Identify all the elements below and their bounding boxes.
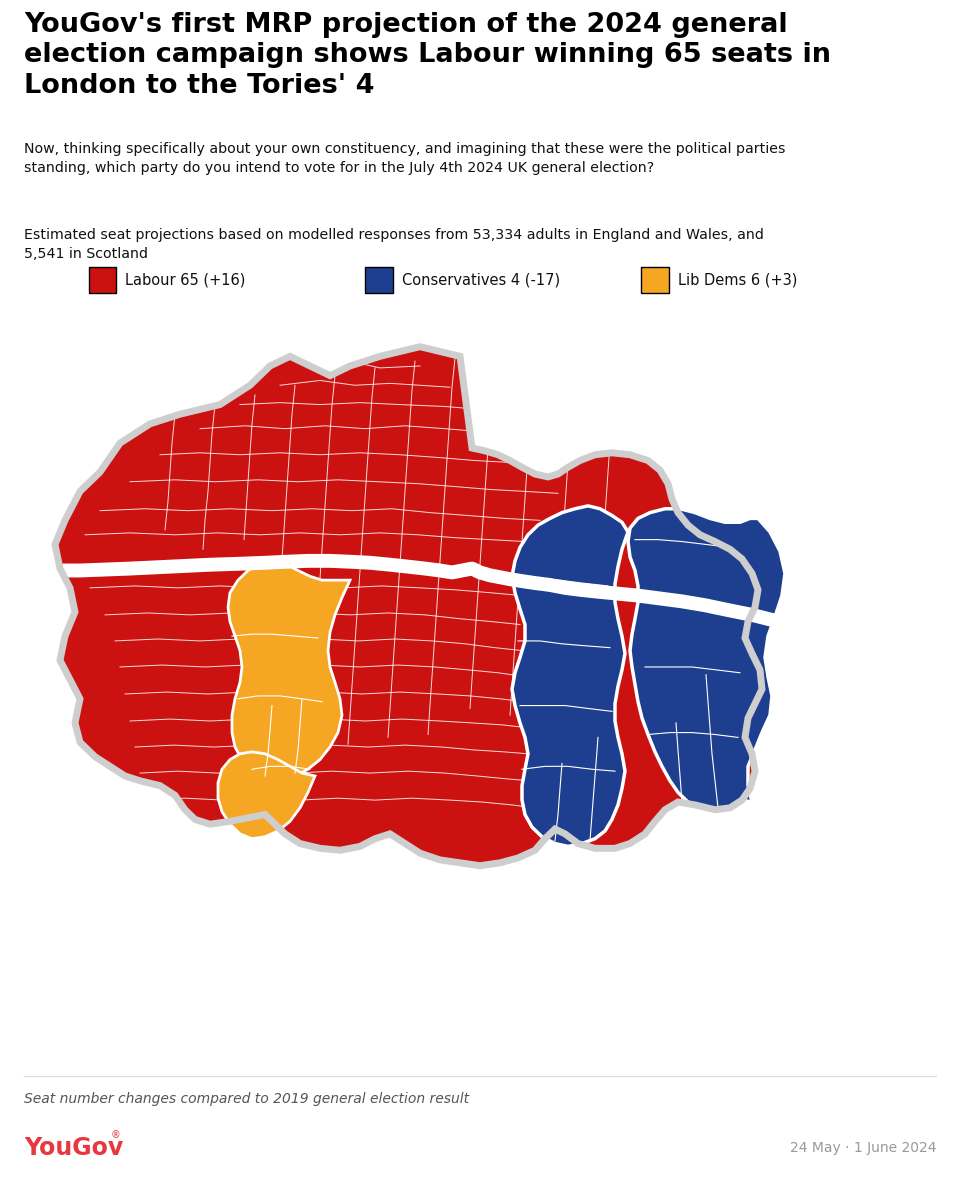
Polygon shape [228,561,350,779]
Text: 24 May · 1 June 2024: 24 May · 1 June 2024 [789,1141,936,1154]
FancyBboxPatch shape [365,267,393,293]
Text: Conservatives 4 (-17): Conservatives 4 (-17) [402,273,560,288]
Text: YouGov: YouGov [24,1135,123,1160]
Polygon shape [512,506,628,846]
FancyBboxPatch shape [88,267,116,293]
Text: Labour 65 (+16): Labour 65 (+16) [126,273,246,288]
Polygon shape [218,751,315,839]
Text: Lib Dems 6 (+3): Lib Dems 6 (+3) [679,273,798,288]
Polygon shape [55,347,762,866]
Text: Estimated seat projections based on modelled responses from 53,334 adults in Eng: Estimated seat projections based on mode… [24,228,764,261]
Text: Seat number changes compared to 2019 general election result: Seat number changes compared to 2019 gen… [24,1091,469,1106]
Text: YouGov's first MRP projection of the 2024 general
election campaign shows Labour: YouGov's first MRP projection of the 202… [24,12,831,98]
FancyBboxPatch shape [641,267,669,293]
Text: Now, thinking specifically about your own constituency, and imagining that these: Now, thinking specifically about your ow… [24,142,785,175]
Polygon shape [628,508,785,809]
Text: ®: ® [110,1130,120,1140]
